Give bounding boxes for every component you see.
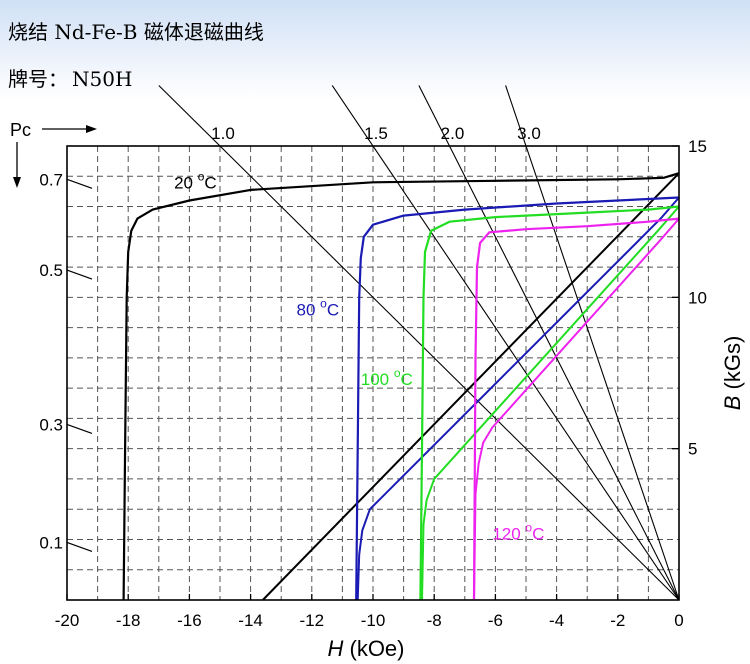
x-tick-label: -8 — [427, 611, 442, 630]
b-curve-series-3 — [472, 217, 680, 601]
x-tick-label: -4 — [549, 611, 564, 630]
x-tick-label: -10 — [361, 611, 386, 630]
y-tick-label: 5 — [688, 440, 697, 459]
load-line-label: 2.0 — [441, 124, 465, 143]
x-axis-title: H (kOe) — [327, 636, 404, 661]
pc-tick-label: 0.7 — [39, 170, 63, 189]
pc-tick-mark — [66, 178, 93, 189]
x-tick-label: -20 — [55, 611, 80, 630]
pc-tick-mark — [66, 541, 93, 553]
recoil-line-series-3 — [473, 217, 680, 601]
series-label: 120 oC — [492, 520, 544, 543]
pc-tick-mark — [66, 269, 93, 280]
b-curve-series-2 — [419, 205, 680, 601]
pc-axis: 0.7 0.5 0.3 0.1 — [39, 170, 93, 553]
x-tick-label: 0 — [674, 611, 683, 630]
x-tick-label: -18 — [116, 611, 141, 630]
pc-tick-label: 0.5 — [39, 261, 63, 280]
pc-right-arrow-icon — [86, 125, 97, 133]
recoil-line-series-1 — [356, 196, 680, 601]
x-tick-label: -2 — [610, 611, 625, 630]
grade-line: 牌号： N50H — [8, 63, 132, 92]
pc-tick-mark — [66, 423, 93, 435]
b-curve-series-1 — [355, 196, 680, 601]
x-tick-label: -14 — [238, 611, 263, 630]
y-tick-label: 15 — [688, 137, 707, 156]
curves — [122, 172, 680, 601]
x-tick-label: -6 — [488, 611, 503, 630]
series-label: 100 oC — [361, 366, 413, 389]
page-title: 烧结 Nd-Fe-B 磁体退磁曲线 — [8, 20, 264, 44]
load-line — [158, 85, 680, 601]
pc-axis-title: Pc — [10, 120, 31, 140]
y-axis-title: B (kGs) — [720, 336, 745, 411]
load-lines: 1.0 1.5 2.0 3.0 — [158, 85, 680, 601]
series-label: 80 oC — [297, 296, 340, 319]
load-line-label: 3.0 — [517, 124, 541, 143]
x-tick-label: -16 — [177, 611, 202, 630]
header-band — [0, 0, 750, 100]
recoil-line-series-2 — [421, 205, 680, 601]
b-curve-series-0 — [122, 172, 680, 601]
pc-tick-label: 0.1 — [39, 533, 63, 552]
load-line — [505, 85, 680, 601]
load-line — [331, 85, 680, 601]
pc-down-arrow-icon — [13, 177, 21, 188]
series-label: 20 oC — [174, 169, 217, 192]
x-axis: -20 -18 -16 -14 -12 -10 -8 -6 -4 -2 0 — [55, 594, 684, 630]
grade-label: 牌号： — [8, 67, 68, 91]
y-axis-right: 5 10 15 — [672, 137, 707, 459]
load-line — [418, 85, 680, 601]
recoil-line-series-0 — [262, 172, 680, 601]
y-tick-label: 10 — [688, 288, 707, 307]
grade-value: N50H — [72, 67, 133, 91]
series-labels: 20 oC 80 oC 100 oC 120 oC — [174, 169, 544, 543]
load-line-label: 1.0 — [211, 124, 235, 143]
x-tick-label: -12 — [300, 611, 325, 630]
pc-tick-label: 0.3 — [39, 415, 63, 434]
load-line-label: 1.5 — [364, 124, 388, 143]
